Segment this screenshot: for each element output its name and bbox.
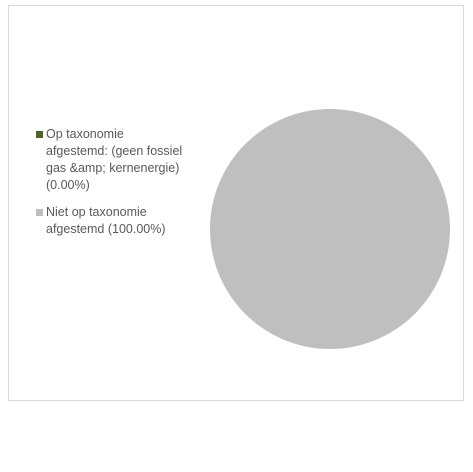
chart-area: Op taxonomie afgestemd: (geen fossiel ga… [8, 5, 464, 401]
legend-label-not-aligned: Niet op taxonomie afgestemd (100.00%) [46, 205, 166, 236]
legend-swatch-not-aligned [36, 209, 43, 216]
legend-item-aligned: Op taxonomie afgestemd: (geen fossiel ga… [36, 126, 186, 194]
legend-item-not-aligned: Niet op taxonomie afgestemd (100.00%) [36, 204, 186, 238]
legend-label-aligned: Op taxonomie afgestemd: (geen fossiel ga… [46, 127, 183, 192]
chart-legend: Op taxonomie afgestemd: (geen fossiel ga… [36, 126, 186, 248]
pie-chart [210, 109, 450, 349]
pie-slice-not-aligned [210, 109, 450, 349]
legend-swatch-aligned [36, 131, 43, 138]
